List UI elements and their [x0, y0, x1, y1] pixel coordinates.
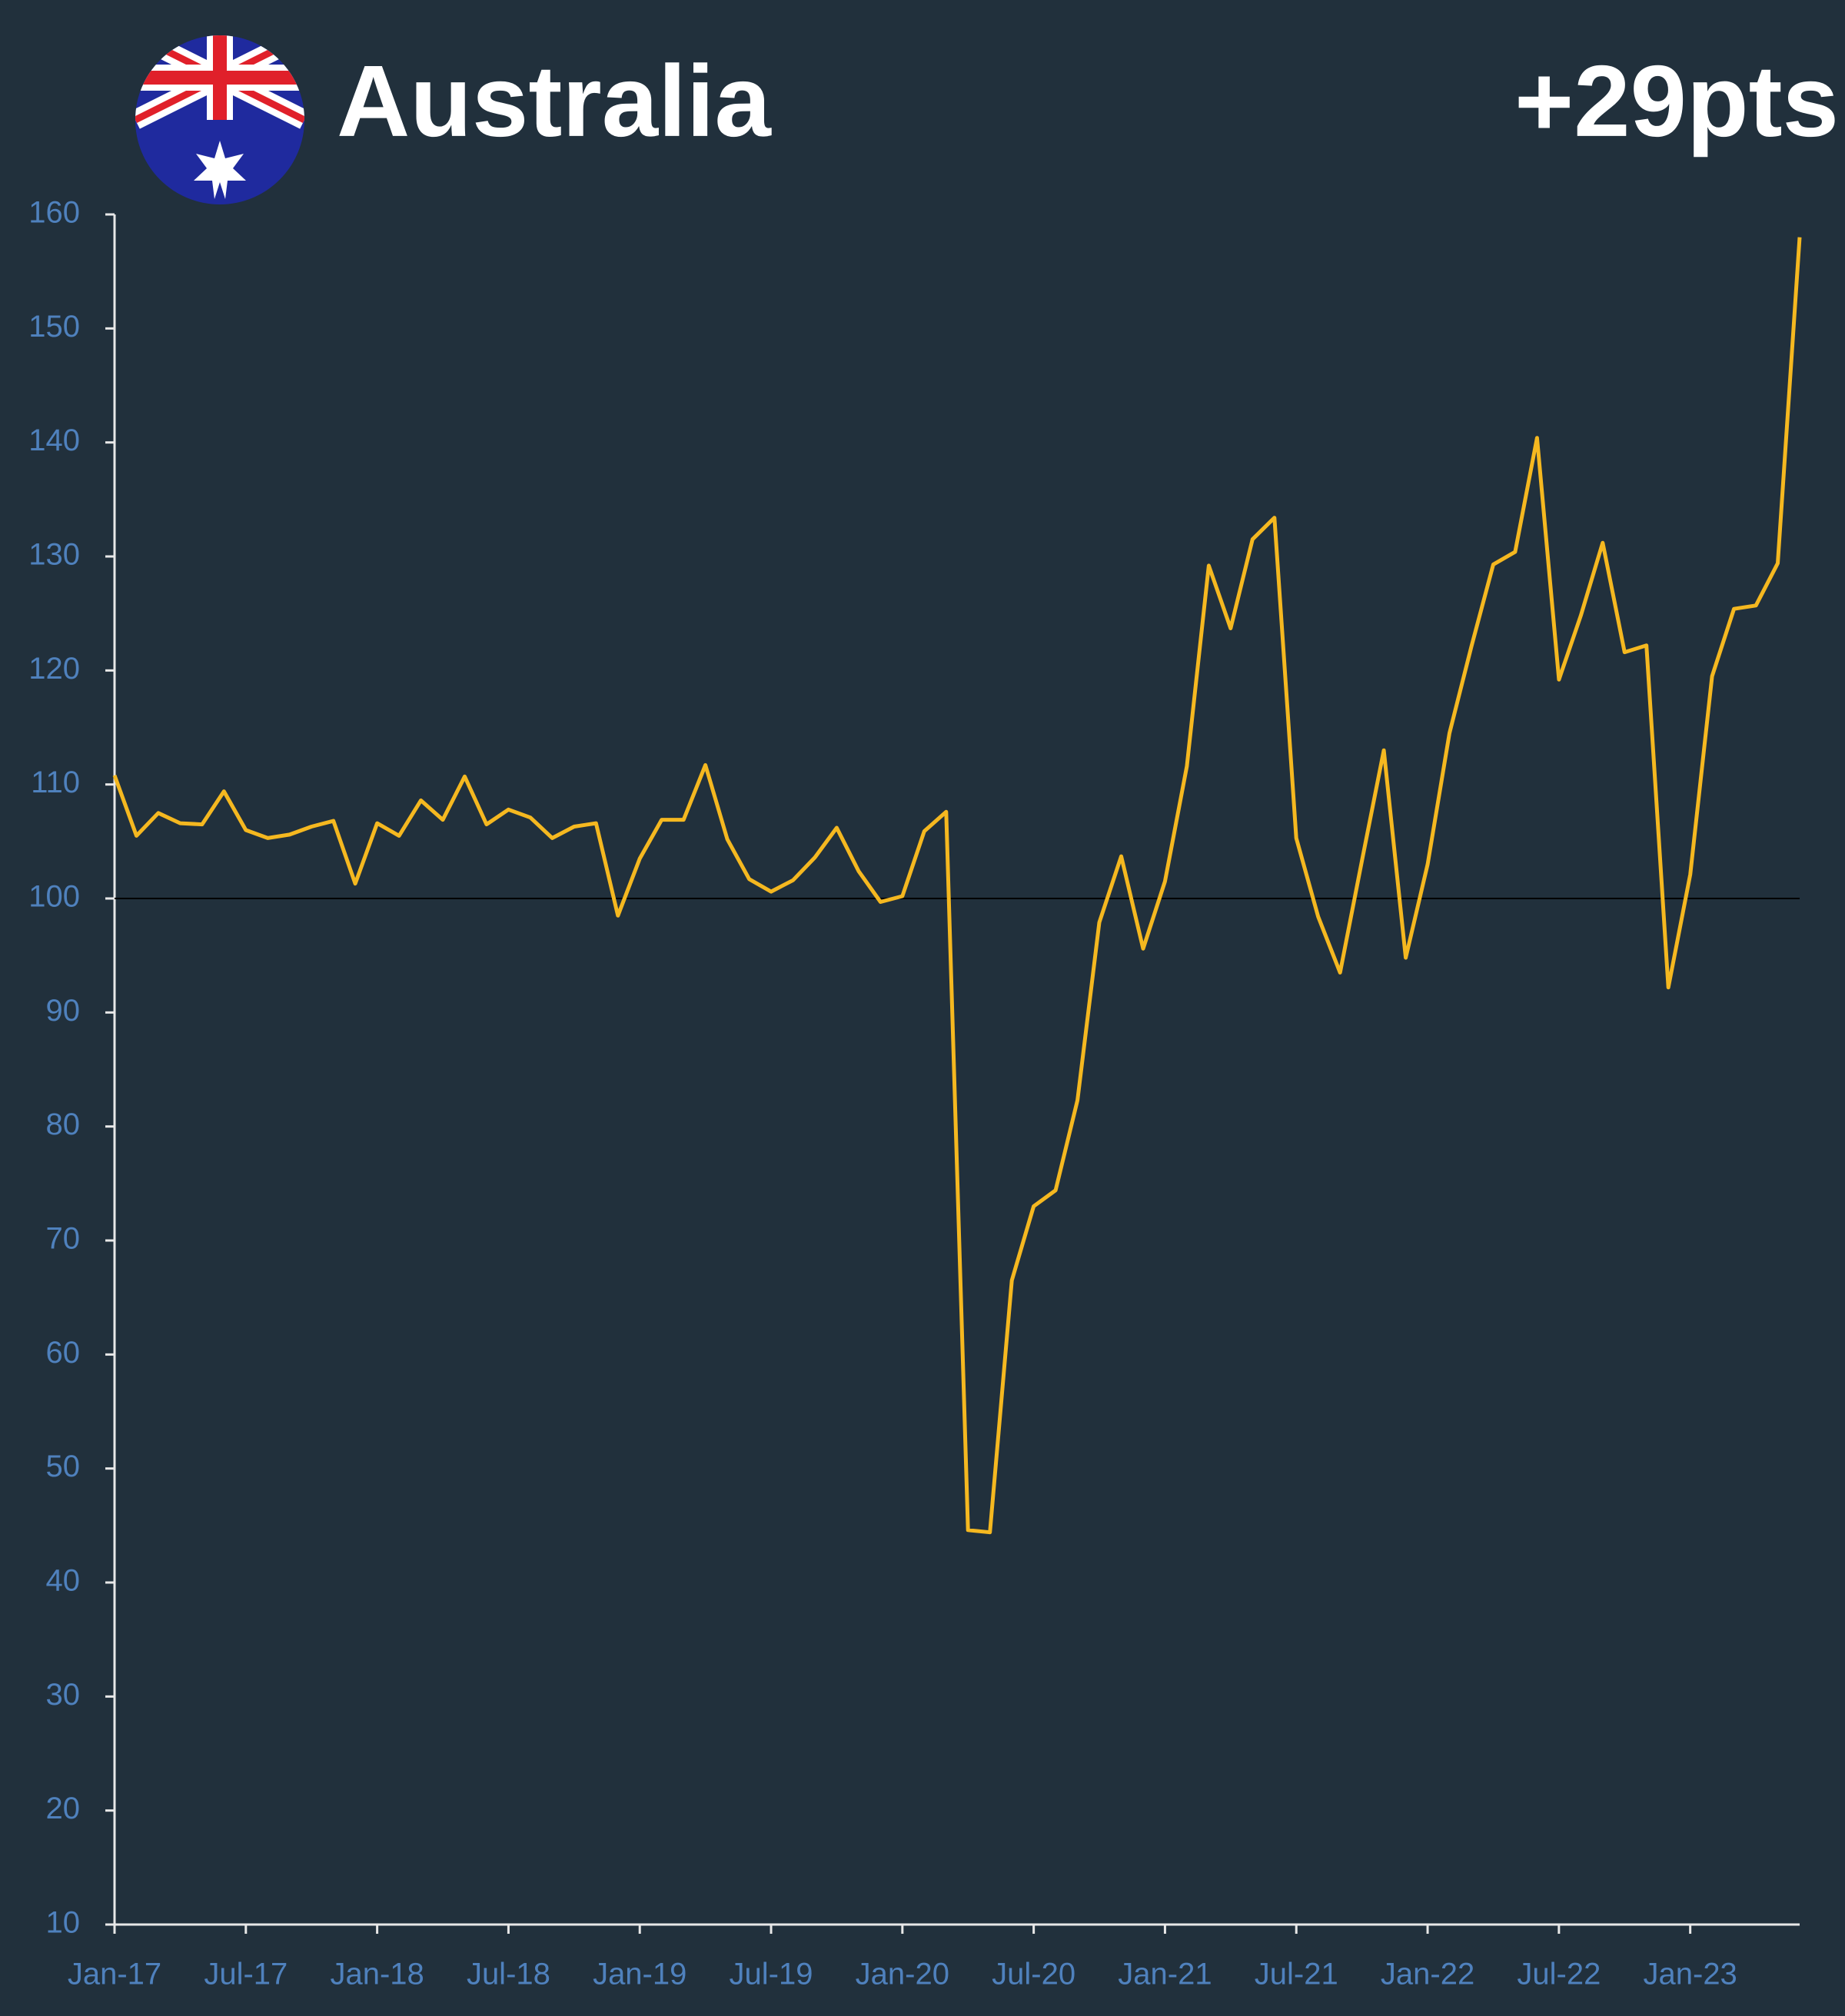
y-tick-label: 70: [46, 1222, 81, 1256]
y-tick-label: 20: [46, 1792, 81, 1825]
x-tick-label: Jan-23: [1644, 1958, 1737, 1991]
y-tick-label: 110: [31, 766, 80, 799]
x-tick-label: Jul-17: [204, 1958, 288, 1991]
y-tick-label: 10: [46, 1906, 81, 1940]
y-tick-label: 40: [46, 1564, 81, 1598]
x-tick-label: Jul-18: [467, 1958, 550, 1991]
x-tick-label: Jan-21: [1118, 1958, 1212, 1991]
y-tick-label: 80: [46, 1108, 81, 1141]
y-tick-label: 160: [28, 196, 80, 230]
y-tick-label: 100: [28, 880, 80, 914]
x-tick-label: Jan-22: [1381, 1958, 1474, 1991]
y-tick-label: 90: [46, 994, 81, 1028]
y-tick-label: 140: [28, 423, 80, 457]
x-tick-label: Jan-17: [68, 1958, 161, 1991]
y-tick-label: 30: [46, 1678, 81, 1712]
y-tick-label: 50: [46, 1450, 81, 1483]
y-tick-label: 60: [46, 1336, 81, 1370]
data-line: [112, 237, 1802, 1535]
annotation: +29pts: [1514, 45, 1839, 158]
x-tick-label: Jul-21: [1255, 1958, 1338, 1991]
y-tick-label: 130: [28, 538, 80, 572]
y-tick-label: 120: [28, 652, 80, 686]
x-tick-label: Jul-20: [992, 1958, 1075, 1991]
x-tick-label: Jul-22: [1517, 1958, 1601, 1991]
x-tick-label: Jul-19: [730, 1958, 813, 1991]
x-tick-label: Jan-20: [856, 1958, 949, 1991]
flag: [135, 35, 304, 204]
y-tick-label: 150: [28, 310, 80, 344]
chart-title: Australia: [337, 45, 772, 158]
x-tick-label: Jan-19: [593, 1958, 686, 1991]
x-tick-label: Jan-18: [330, 1958, 424, 1991]
